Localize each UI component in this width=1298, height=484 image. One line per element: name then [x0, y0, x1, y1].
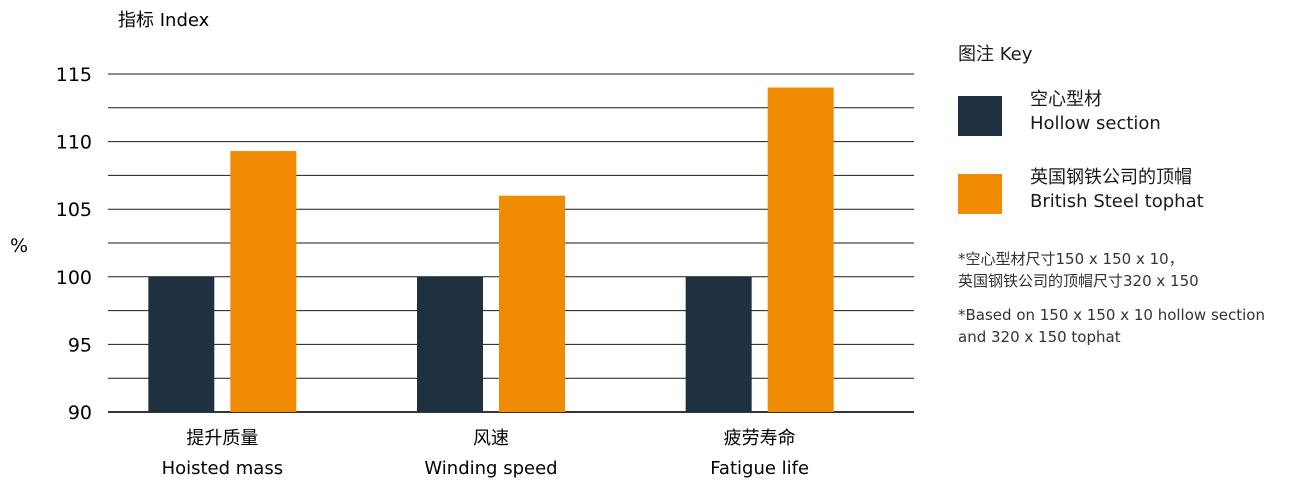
bar-hollow-section — [148, 276, 215, 412]
legend-swatch-hollow-section — [958, 96, 1002, 136]
legend-item-hollow-section: 空心型材 Hollow section — [958, 89, 1293, 140]
y-tick-label: 115 — [56, 64, 92, 86]
y-axis-label: % — [10, 235, 28, 257]
legend-label-en: Hollow section — [1030, 113, 1161, 134]
bar-tophat — [767, 87, 834, 413]
bar-tophat — [230, 151, 297, 412]
y-tick-label: 95 — [68, 334, 92, 356]
bar-chart: 指标 Index % 115 110 105 100 95 90 提升质量 Hoisted … — [10, 10, 914, 479]
bar-hollow-section — [417, 276, 483, 412]
x-category-label-cn: 提升质量 — [186, 428, 258, 449]
y-axis-top-label: 指标 Index — [118, 10, 210, 31]
x-category-label-cn: 风速 — [473, 428, 509, 449]
x-category-label-cn: 疲劳寿命 — [724, 428, 796, 449]
y-tick-label: 105 — [56, 199, 92, 221]
x-category-label-en: Hoisted mass — [162, 458, 284, 479]
footnote-cn-line1: *空心型材尺寸150 x 150 x 10， — [958, 250, 1184, 268]
legend-label-en: British Steel tophat — [1030, 191, 1204, 212]
legend-label-cn: 英国钢铁公司的顶帽 — [1030, 167, 1192, 188]
legend: 图注 Key 空心型材 Hollow section 英国钢铁公司的顶帽 Bri… — [958, 40, 1293, 348]
y-tick-label: 110 — [56, 132, 92, 154]
y-tick-label: 90 — [68, 402, 92, 424]
footnote-cn: *空心型材尺寸150 x 150 x 10， 英国钢铁公司的顶帽尺寸320 x … — [958, 248, 1293, 292]
legend-swatch-tophat — [958, 174, 1002, 214]
bar-hollow-section — [685, 276, 752, 412]
legend-item-tophat: 英国钢铁公司的顶帽 British Steel tophat — [958, 167, 1293, 218]
x-category-label-en: Fatigue life — [710, 458, 809, 479]
legend-label-cn: 空心型材 — [1030, 89, 1102, 110]
legend-title: 图注 Key — [958, 44, 1033, 65]
y-tick-label: 100 — [56, 267, 92, 289]
bar-tophat — [499, 195, 565, 412]
footnote-en: *Based on 150 x 150 x 10 hollow section … — [958, 306, 1265, 346]
footnote-cn-line2: 英国钢铁公司的顶帽尺寸320 x 150 — [958, 272, 1199, 290]
x-category-label-en: Winding speed — [424, 458, 557, 479]
